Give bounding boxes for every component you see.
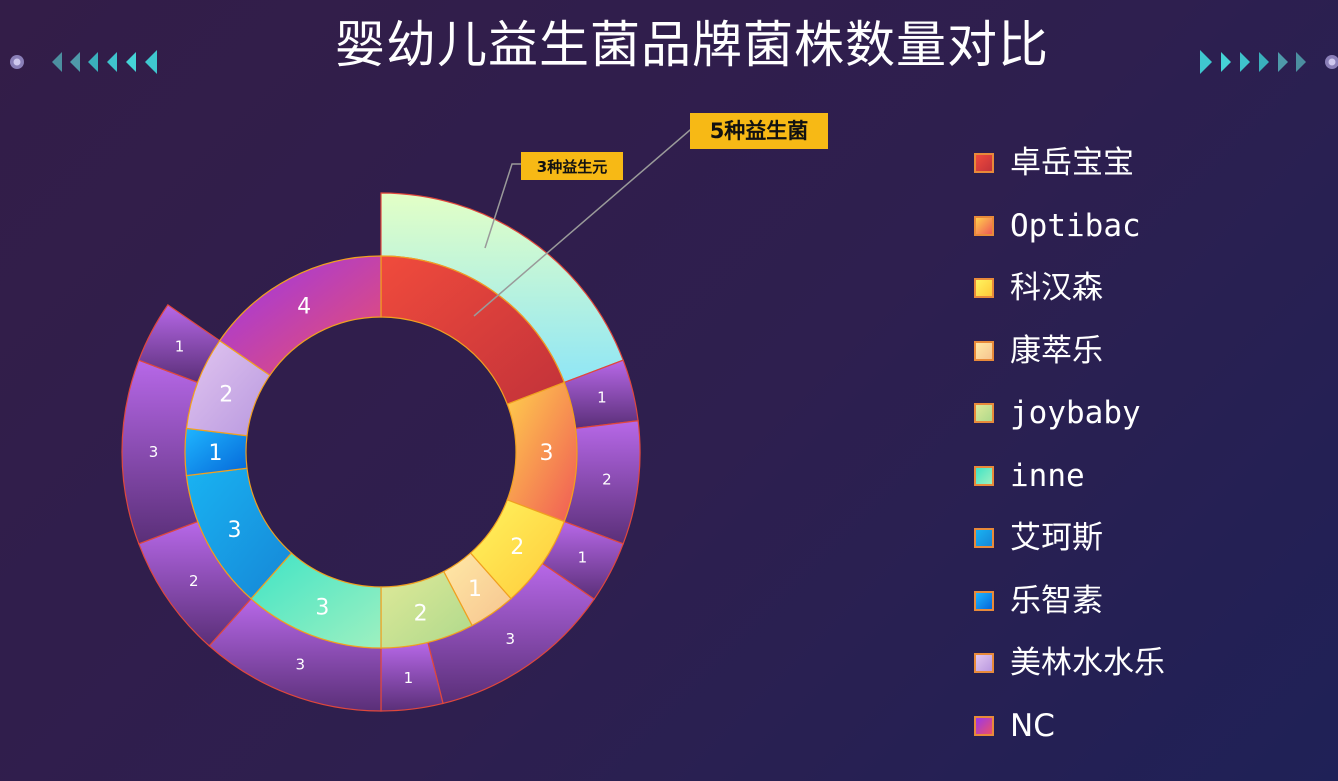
legend-swatch <box>974 278 994 299</box>
legend-swatch <box>974 653 994 674</box>
legend-label: 艾珂斯 <box>1010 520 1103 557</box>
legend-label: inne <box>1010 457 1085 494</box>
legend-label: 美林水水乐 <box>1010 645 1165 682</box>
legend-swatch <box>974 528 994 549</box>
legend-item[interactable]: 乐智素 <box>974 570 1314 633</box>
outer-ring-label: 3 <box>296 656 306 674</box>
inner-ring-label: 1 <box>209 441 223 466</box>
outer-ring-label: 1 <box>404 669 414 687</box>
left-arrow-decoration <box>10 50 157 74</box>
outer-ring-label: 3 <box>149 443 159 461</box>
chart-title: 婴幼儿益生菌品牌菌株数量对比 <box>335 16 1049 74</box>
legend: 卓岳宝宝 Optibac 科汉森康萃乐 joybaby inne 艾珂斯乐智素美林水水乐 N… <box>974 132 1314 757</box>
legend-swatch <box>974 340 994 361</box>
legend-item[interactable]: 艾珂斯 <box>974 507 1314 570</box>
outer-ring-label: 1 <box>597 389 607 407</box>
inner-ring-label: 3 <box>227 518 241 543</box>
callout-text-probiotics: 5种益生菌 <box>710 119 809 143</box>
callout-box-prebiotics <box>521 152 623 180</box>
ring-labels: 1 2 1 3 1 3 2 3 1 3 2 1 2 3 3 1 2 4 <box>149 294 612 686</box>
callout-text-prebiotics: 3种益生元 <box>537 158 607 176</box>
legend-item[interactable]: inne <box>974 445 1314 508</box>
outer-ring-label: 1 <box>578 549 588 567</box>
legend-label: joybaby <box>1010 395 1141 432</box>
legend-swatch <box>974 153 994 174</box>
callouts: 5种益生菌 3种益生元 <box>473 113 828 317</box>
legend-item[interactable]: joybaby <box>974 382 1314 445</box>
outer-ring-label: 2 <box>602 470 612 488</box>
right-arrow-decoration <box>1200 50 1338 74</box>
legend-swatch <box>974 590 994 611</box>
outer-ring <box>121 192 641 712</box>
legend-label: 科汉森 <box>1010 270 1103 307</box>
legend-label: 乐智素 <box>1010 582 1103 619</box>
legend-item[interactable]: 科汉森 <box>974 257 1314 320</box>
inner-ring-label: 3 <box>540 441 554 466</box>
legend-item[interactable]: NC <box>974 695 1314 758</box>
legend-item[interactable]: 康萃乐 <box>974 320 1314 383</box>
inner-ring-label: 2 <box>219 382 233 407</box>
outer-ring-label: 3 <box>505 630 515 648</box>
legend-swatch <box>974 715 994 736</box>
inner-ring <box>184 255 578 649</box>
inner-ring-label: 1 <box>468 577 482 602</box>
callout-leader-prebiotics <box>484 163 521 249</box>
inner-ring-label: 3 <box>315 596 329 621</box>
legend-swatch <box>974 215 994 236</box>
legend-label: 卓岳宝宝 <box>1010 145 1134 182</box>
legend-item[interactable]: 卓岳宝宝 <box>974 132 1314 195</box>
legend-item[interactable]: 美林水水乐 <box>974 632 1314 695</box>
inner-ring-label: 2 <box>510 535 524 560</box>
outer-ring-label: 2 <box>189 572 199 590</box>
legend-swatch <box>974 403 994 424</box>
callout-box-probiotics <box>690 113 828 149</box>
legend-label: NC <box>1010 707 1055 744</box>
inner-ring-label: 4 <box>297 294 311 319</box>
inner-ring-segment <box>218 255 382 377</box>
legend-item[interactable]: Optibac <box>974 195 1314 258</box>
legend-label: 康萃乐 <box>1010 332 1103 369</box>
legend-label: Optibac <box>1010 207 1141 244</box>
legend-swatch <box>974 465 994 486</box>
outer-ring-label: 1 <box>175 337 185 355</box>
inner-ring-label: 2 <box>414 602 428 627</box>
